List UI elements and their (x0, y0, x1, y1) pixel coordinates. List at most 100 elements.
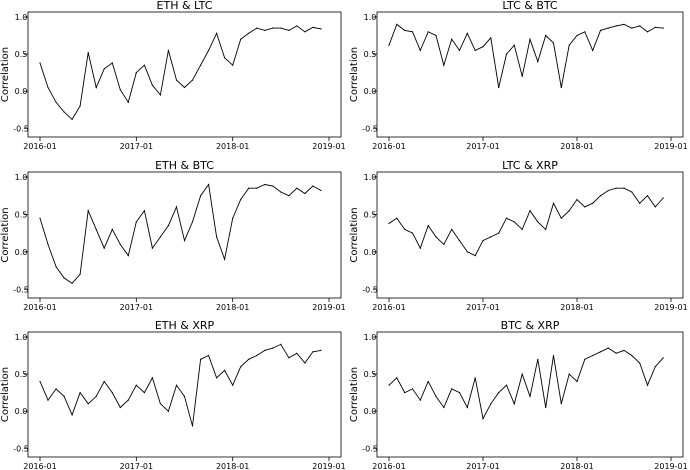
data-point (513, 44, 515, 46)
x-tick-label: 2018-01 (216, 462, 249, 470)
data-point (615, 25, 617, 27)
data-point (419, 247, 421, 249)
y-tick-label: -0.5 (362, 124, 378, 133)
data-point (224, 369, 226, 371)
data-point (232, 384, 234, 386)
data-point (466, 406, 468, 409)
data-point (654, 26, 656, 28)
data-point (167, 49, 169, 52)
data-point (47, 243, 49, 245)
data-point (240, 38, 242, 40)
data-point (71, 282, 73, 284)
data-point (79, 273, 81, 275)
data-point (537, 358, 539, 360)
data-point (592, 49, 594, 52)
data-point (404, 228, 406, 230)
data-point (183, 240, 186, 242)
data-point (143, 392, 145, 394)
data-point (288, 29, 290, 31)
data-point (63, 395, 65, 397)
x-tick-label: 2017-01 (120, 462, 153, 470)
data-point (216, 236, 218, 238)
data-point (79, 105, 81, 107)
data-point (216, 377, 218, 379)
data-point (396, 23, 398, 25)
data-point (490, 236, 492, 238)
data-point (208, 354, 210, 357)
data-point (200, 358, 202, 360)
data-point (529, 210, 531, 212)
y-tick-label: 0.5 (364, 50, 377, 59)
y-tick-label: 0.0 (364, 407, 377, 416)
data-point (646, 384, 649, 386)
data-point (296, 352, 298, 354)
data-point (623, 349, 625, 351)
data-point (568, 44, 570, 46)
x-tick-label: 2018-01 (216, 303, 249, 312)
panel-4: LTC & XRP Correlation -0.5 0.0 0.5 1.0 2016-01… (349, 159, 688, 312)
data-point (662, 357, 664, 359)
data-point (224, 57, 226, 59)
data-point (71, 414, 73, 416)
plot-frame (27, 171, 342, 299)
data-point (240, 366, 242, 368)
data-point (427, 225, 429, 227)
data-point (280, 27, 282, 29)
data-point (443, 64, 445, 66)
data-point (87, 210, 89, 212)
data-point (151, 247, 153, 249)
data-point (296, 187, 298, 189)
data-point (411, 232, 414, 234)
data-point (435, 34, 437, 37)
correlation-series-line (388, 187, 664, 257)
data-point (264, 349, 266, 351)
data-point (191, 79, 194, 81)
panel-1: ETH & LTC Correlation -0.5 0.0 0.5 1.0 2016-01… (0, 0, 346, 151)
data-point (296, 25, 298, 27)
data-point (248, 187, 250, 189)
data-point (256, 187, 258, 189)
data-point (599, 195, 602, 197)
data-point (304, 31, 306, 33)
data-point (103, 247, 105, 249)
y-tick-label: 1.0 (364, 173, 377, 182)
data-point (584, 31, 586, 33)
data-point (256, 27, 258, 29)
x-tick-label: 2016-01 (372, 142, 405, 151)
data-point (490, 37, 492, 39)
y-tick-label: 0.0 (15, 407, 28, 416)
data-point (175, 79, 178, 81)
data-point (482, 240, 484, 242)
data-point (576, 34, 578, 37)
data-point (248, 358, 250, 360)
data-point (127, 255, 129, 257)
data-point (55, 266, 57, 268)
data-point (272, 185, 274, 187)
y-axis-label: Correlation (0, 207, 11, 262)
data-point (119, 89, 121, 91)
x-tick-label: 2016-01 (23, 303, 56, 312)
x-tick-label: 2019-01 (312, 142, 345, 151)
data-point (143, 210, 145, 212)
data-point (466, 251, 468, 253)
data-point (216, 32, 218, 34)
data-point (521, 75, 523, 77)
data-point (443, 406, 445, 409)
data-point (95, 228, 97, 230)
data-point (304, 192, 306, 195)
data-point (159, 236, 161, 238)
data-point (599, 351, 602, 353)
data-point (623, 187, 625, 189)
data-point (646, 195, 649, 197)
data-point (111, 392, 113, 394)
x-tick-label: 2019-01 (654, 303, 687, 312)
y-tick-label: 0.0 (364, 248, 377, 257)
data-point (419, 49, 421, 52)
panel-title: ETH & XRP (155, 319, 215, 332)
data-point (631, 354, 633, 357)
data-point (159, 403, 161, 405)
x-tick-label: 2017-01 (466, 303, 499, 312)
data-point (320, 349, 322, 351)
data-point (388, 222, 390, 224)
